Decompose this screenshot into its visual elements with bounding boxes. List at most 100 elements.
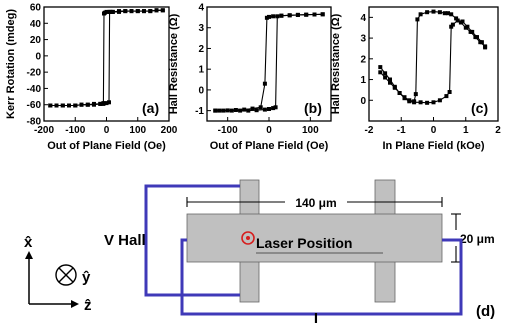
data-point [148,9,152,13]
y-tick-label: -1 [195,106,204,117]
x-axis-label: In Plane Field (kOe) [382,140,484,152]
data-point [92,102,96,106]
current-label: I [314,310,318,327]
data-point [271,14,275,18]
series-line-1 [215,14,322,110]
y-tick-label: 0 [360,96,366,107]
data-point [470,30,474,34]
data-point [155,8,159,12]
data-point [123,9,127,13]
data-point [403,96,407,100]
x-tick-label: 200 [161,125,178,136]
data-point [383,76,387,80]
data-point [393,85,397,89]
chart-panel-3: -2 -1 0 1 2 0 1 2 3 4 In Plane Field (kOe) Hall Res… [330,7,501,152]
data-point [136,9,140,13]
y-tick-label: -60 [27,100,42,111]
data-point [432,10,436,14]
data-point [461,20,465,24]
data-point [130,9,134,13]
x-tick-label: -100 [218,125,238,136]
data-point [267,107,271,111]
data-point [378,65,382,69]
y-tick-label: 1 [360,75,366,86]
data-point [255,108,259,112]
data-point [67,104,71,108]
data-point [55,104,59,108]
data-point [407,99,411,103]
y-tick-label: 60 [30,3,42,14]
data-point [388,78,392,82]
x-axis-label: Out of Plane Field (Oe) [47,140,166,152]
data-point [213,109,217,113]
data-point [107,100,111,104]
x-tick-label: 0 [431,125,437,136]
y-tick-label: 0 [198,85,204,96]
v-hall-label: V Hall [104,232,146,249]
y-tick-label: 40 [30,19,42,30]
data-point [432,100,436,104]
axis-x-label: x̂ [24,234,33,251]
data-point [296,13,300,17]
panel-d: 140 μm 20 μm Laser Position V Hall I x̂ … [24,180,503,327]
panels-layer: -200 -100 0 100 200-80-60-40-200204060Out of… [5,3,501,153]
x-tick-label: 0 [104,125,110,136]
y-tick-label: 4 [360,13,366,24]
x-tick-label: 100 [302,125,319,136]
axis-y-label: ŷ [82,269,91,286]
data-point [279,14,283,18]
x-tick-label: 1 [463,125,469,136]
x-tick-label: -2 [365,125,374,136]
data-point [313,13,317,17]
data-point [61,104,65,108]
data-point [142,9,146,13]
data-point [438,98,442,102]
panel-label: (b) [304,100,322,116]
x-tick-label: -100 [65,125,85,136]
data-point [251,107,255,111]
y-tick-label: 4 [198,3,204,14]
data-point [234,108,238,112]
panel-label: (c) [471,100,488,116]
data-point [73,104,77,108]
data-point [274,105,278,109]
data-point [263,82,267,86]
data-point [117,9,121,13]
data-point [217,109,221,113]
y-tick-label: 3 [198,23,204,34]
y-tick-label: 1 [198,65,204,76]
data-point [438,10,442,14]
y-tick-label: 3 [360,34,366,45]
axis-z-arrow-head [71,300,79,308]
panel-label: (a) [142,100,159,116]
panel-d-label: (d) [476,303,495,320]
data-point [98,102,102,106]
data-point [383,71,387,75]
series-line-2 [215,14,322,110]
data-point [80,103,84,107]
y-tick-label: -20 [27,68,42,79]
data-point [259,105,263,109]
dimension-width-label: 20 μm [460,232,495,246]
data-point [48,104,52,108]
chart-panel-2: -100 0 100 -1 0 1 2 3 4 Out of Plane Field (Oe) Ha… [168,3,331,153]
laser-position-label: Laser Position [256,235,352,251]
data-point [444,94,448,98]
y-tick-label: 2 [198,44,204,55]
data-point [263,108,267,112]
data-point [265,16,269,20]
data-point [475,35,479,39]
data-point [415,17,419,21]
data-point [448,90,452,94]
x-axis-label: Out of Plane Field (Oe) [210,140,329,152]
y-axis-label: Hall Resistance (Ω) [168,13,180,114]
y-tick-label: -40 [27,84,42,95]
y-tick-label: 0 [35,51,41,62]
data-point [412,100,416,104]
axis-x-arrow-head [25,251,33,259]
dimension-length-label: 140 μm [295,196,336,210]
data-point [161,8,165,12]
y-axis-label: Kerr Rotation (mdeg) [5,9,17,119]
data-point [483,45,487,49]
data-point [425,101,429,105]
